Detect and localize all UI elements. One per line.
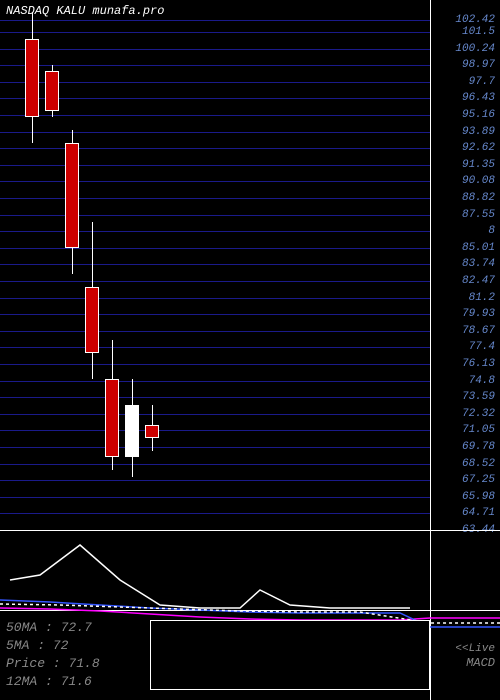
candle-body xyxy=(85,287,99,352)
horizontal-separator xyxy=(0,610,500,611)
grid-line xyxy=(0,248,430,249)
grid-line xyxy=(0,480,430,481)
grid-line xyxy=(0,98,430,99)
info-line: 50MA : 72.7 xyxy=(6,620,92,635)
grid-line xyxy=(0,331,430,332)
y-axis-label: 82.47 xyxy=(462,275,495,287)
y-axis-label: 91.35 xyxy=(462,159,495,171)
y-axis-label: 95.16 xyxy=(462,109,495,121)
macd-label: MACD xyxy=(466,656,495,670)
info-line: Price : 71.8 xyxy=(6,656,100,671)
y-axis-label: 77.4 xyxy=(469,341,495,353)
y-axis-label: 88.82 xyxy=(462,192,495,204)
horizontal-separator xyxy=(0,530,500,531)
y-axis-label: 96.43 xyxy=(462,92,495,104)
live-label: <<Live xyxy=(455,643,495,655)
vertical-separator xyxy=(430,0,431,700)
y-axis-label: 81.2 xyxy=(469,292,495,304)
y-axis-label: 79.93 xyxy=(462,308,495,320)
y-axis-label: 90.08 xyxy=(462,175,495,187)
stock-chart: NASDAQ KALU munafa.pro 102.42101.5 100.24… xyxy=(0,0,500,700)
y-axis-label: 71.05 xyxy=(462,424,495,436)
grid-line xyxy=(0,381,430,382)
indicator-overlay xyxy=(0,0,500,700)
candle-body xyxy=(145,425,159,438)
grid-line xyxy=(0,65,430,66)
candle-body xyxy=(105,379,119,458)
grid-line xyxy=(0,414,430,415)
y-axis-label: 65.98 xyxy=(462,491,495,503)
grid-line xyxy=(0,298,430,299)
candle-body xyxy=(25,39,39,118)
y-axis-label: 68.52 xyxy=(462,458,495,470)
y-axis-label: 98.97 xyxy=(462,59,495,71)
candle-body xyxy=(45,71,59,110)
y-axis-label: 93.89 xyxy=(462,126,495,138)
info-line: 12MA : 71.6 xyxy=(6,674,92,689)
y-axis-label: 64.71 xyxy=(462,507,495,519)
macd-box xyxy=(150,620,430,690)
info-line: 5MA : 72 xyxy=(6,638,68,653)
y-axis-label: 100.24 xyxy=(455,43,495,55)
grid-line xyxy=(0,20,430,21)
grid-line xyxy=(0,447,430,448)
chart-title: NASDAQ KALU munafa.pro xyxy=(6,4,164,18)
y-axis-label: 72.32 xyxy=(462,408,495,420)
grid-line xyxy=(0,347,430,348)
y-axis-label: 92.62 xyxy=(462,142,495,154)
y-axis-label: 74.8 xyxy=(469,375,495,387)
y-axis-label: 102.42 xyxy=(455,14,495,26)
grid-line xyxy=(0,497,430,498)
y-axis-label: 97.7 xyxy=(469,76,495,88)
y-axis-label: 87.55 xyxy=(462,209,495,221)
y-axis-label: 78.67 xyxy=(462,325,495,337)
grid-line xyxy=(0,464,430,465)
grid-line xyxy=(0,264,430,265)
grid-line xyxy=(0,82,430,83)
y-axis-label: 69.78 xyxy=(462,441,495,453)
grid-line xyxy=(0,364,430,365)
y-axis-label: 83.74 xyxy=(462,258,495,270)
y-axis-label: 101.5 xyxy=(462,26,495,38)
y-axis-label: 76.13 xyxy=(462,358,495,370)
grid-line xyxy=(0,397,430,398)
grid-line xyxy=(0,132,430,133)
grid-line xyxy=(0,32,430,33)
grid-line xyxy=(0,314,430,315)
candle-body xyxy=(125,405,139,457)
grid-line xyxy=(0,49,430,50)
y-axis-label: 85.01 xyxy=(462,242,495,254)
grid-line xyxy=(0,513,430,514)
grid-line xyxy=(0,115,430,116)
grid-line xyxy=(0,281,430,282)
grid-line xyxy=(0,430,430,431)
y-axis-label: 73.59 xyxy=(462,391,495,403)
y-axis-label: 8 xyxy=(488,225,495,237)
candle-body xyxy=(65,143,79,248)
y-axis-label: 67.25 xyxy=(462,474,495,486)
